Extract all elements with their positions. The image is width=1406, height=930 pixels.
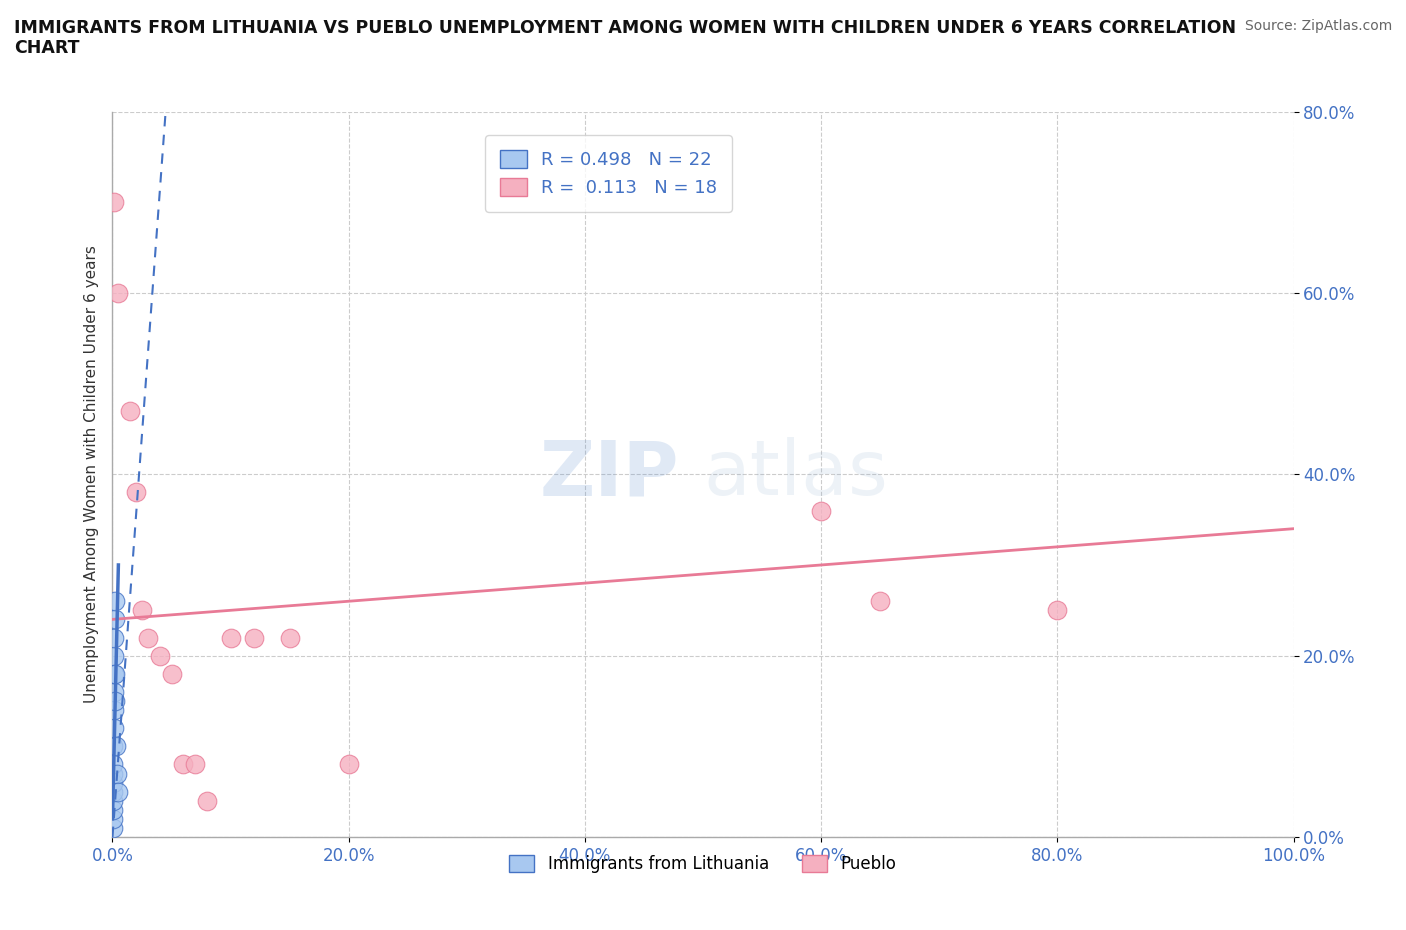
Legend: Immigrants from Lithuania, Pueblo: Immigrants from Lithuania, Pueblo bbox=[503, 848, 903, 880]
Point bbox=[810, 503, 832, 518]
Point bbox=[103, 757, 125, 772]
Point bbox=[101, 811, 124, 827]
Point bbox=[131, 603, 153, 618]
Point bbox=[184, 757, 207, 772]
Text: atlas: atlas bbox=[703, 437, 887, 512]
Point bbox=[125, 485, 148, 500]
Point bbox=[195, 793, 218, 808]
Point bbox=[104, 594, 127, 609]
Point bbox=[101, 803, 124, 817]
Point bbox=[103, 703, 125, 718]
Point bbox=[101, 793, 124, 808]
Text: ZIP: ZIP bbox=[540, 437, 679, 512]
Point bbox=[103, 738, 125, 753]
Point bbox=[103, 766, 125, 781]
Point bbox=[104, 612, 127, 627]
Point bbox=[105, 738, 128, 753]
Y-axis label: Unemployment Among Women with Children Under 6 years: Unemployment Among Women with Children U… bbox=[83, 246, 98, 703]
Point bbox=[869, 594, 891, 609]
Point bbox=[136, 631, 159, 645]
Point bbox=[103, 195, 125, 210]
Point bbox=[105, 766, 128, 781]
Point bbox=[103, 721, 125, 736]
Point bbox=[1046, 603, 1069, 618]
Point bbox=[219, 631, 242, 645]
Point bbox=[101, 784, 124, 799]
Point bbox=[104, 667, 127, 682]
Point bbox=[104, 694, 127, 709]
Point bbox=[278, 631, 301, 645]
Point bbox=[103, 776, 125, 790]
Point bbox=[172, 757, 194, 772]
Point bbox=[107, 784, 129, 799]
Point bbox=[120, 404, 142, 418]
Point bbox=[337, 757, 360, 772]
Text: Source: ZipAtlas.com: Source: ZipAtlas.com bbox=[1244, 19, 1392, 33]
Point bbox=[103, 667, 125, 682]
Point bbox=[103, 648, 125, 663]
Text: IMMIGRANTS FROM LITHUANIA VS PUEBLO UNEMPLOYMENT AMONG WOMEN WITH CHILDREN UNDER: IMMIGRANTS FROM LITHUANIA VS PUEBLO UNEM… bbox=[14, 19, 1236, 58]
Point bbox=[149, 648, 172, 663]
Point bbox=[103, 631, 125, 645]
Point bbox=[103, 684, 125, 699]
Point bbox=[243, 631, 266, 645]
Point bbox=[101, 820, 124, 835]
Point bbox=[160, 667, 183, 682]
Point bbox=[107, 286, 129, 300]
